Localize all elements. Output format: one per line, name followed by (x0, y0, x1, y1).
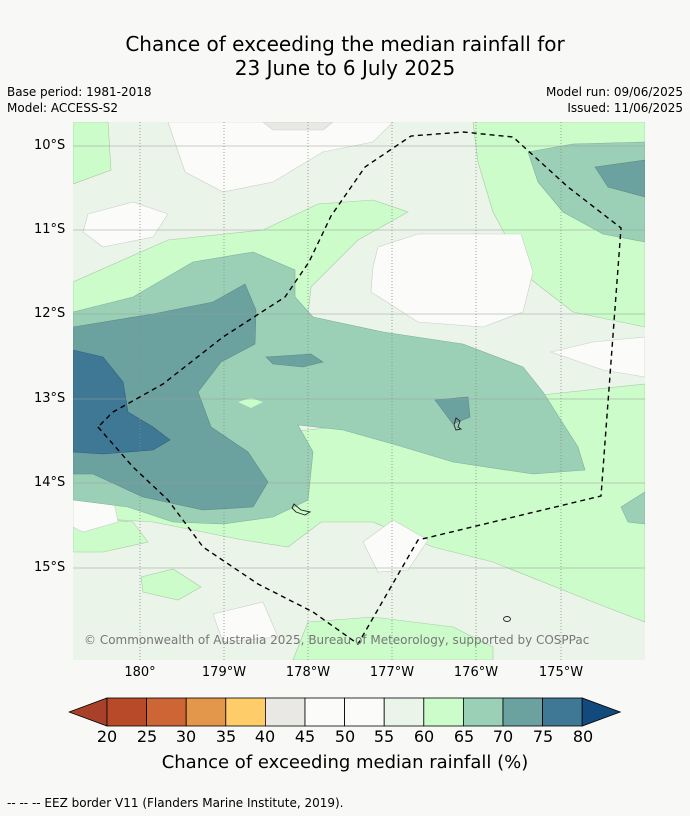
lat-label: 12°S (34, 306, 66, 321)
base-period: Base period: 1981-2018 (7, 85, 152, 99)
lon-label: 177°W (369, 665, 415, 680)
map-title-line-1: Chance of exceeding the median rainfall … (125, 32, 565, 56)
colorbar-cell (185, 697, 227, 727)
lon-label: 175°W (538, 665, 584, 680)
colorbar-cell (344, 697, 385, 727)
colorbar-tick: 60 (413, 727, 435, 746)
colorbar-arrow-high (581, 697, 622, 727)
contour-70-75-center (265, 353, 324, 368)
contour-40-45-patch (262, 122, 334, 131)
issued-date: Issued: 11/06/2025 (567, 101, 683, 115)
colorbar-tick: 35 (215, 727, 237, 746)
lat-label: 14°S (34, 475, 66, 490)
colorbar-tick: 80 (572, 727, 594, 746)
island-coastline-2 (291, 503, 312, 516)
colorbar-tick: 55 (373, 727, 395, 746)
colorbar-cell (146, 697, 187, 727)
island-coastline-3 (503, 616, 511, 622)
contour-55-60-south (362, 519, 429, 573)
colorbar-cell (502, 697, 543, 727)
lat-label: 10°S (34, 138, 66, 153)
colorbar-arrow-low (68, 697, 108, 727)
contour-60-65-sw2 (140, 568, 202, 601)
contour-65-70-island (238, 398, 263, 408)
lon-label: 179°W (201, 665, 247, 680)
colorbar-tick: 45 (294, 727, 316, 746)
eez-border (97, 131, 622, 646)
map-title-line-2: 23 June to 6 July 2025 (234, 56, 456, 80)
colorbar-tick: 25 (136, 727, 158, 746)
colorbar-cell (423, 697, 464, 727)
lat-label: 13°S (34, 391, 66, 406)
colorbar (68, 697, 622, 727)
contour-55-60-se (212, 601, 279, 643)
rainfall-probability-map (73, 122, 645, 660)
lat-label: 15°S (34, 560, 66, 575)
island-coastline-1 (453, 417, 463, 431)
colorbar-tick: 70 (492, 727, 514, 746)
colorbar-cell (264, 697, 306, 727)
eez-legend-footnote: -- -- -- EEZ border V11 (Flanders Marine… (7, 796, 344, 810)
contour-55-60-center (370, 233, 534, 328)
colorbar-tick: 75 (532, 727, 554, 746)
contour-55-60-north (167, 122, 394, 193)
map-graticule (73, 145, 645, 569)
colorbar-cell (383, 697, 425, 727)
lon-label: 176°W (453, 665, 499, 680)
contour-60-65-west-patch (73, 122, 112, 185)
lat-label: 11°S (34, 222, 66, 237)
model-run: Model run: 09/06/2025 (545, 85, 683, 99)
colorbar-cell (225, 697, 266, 727)
contour-55-60-east (549, 336, 645, 378)
contour-70-75-east (434, 396, 471, 425)
colorbar-cell (106, 697, 147, 727)
contour-55-60-west (82, 201, 169, 248)
contour-65-70-east (620, 491, 645, 525)
colorbar-tick: 65 (453, 727, 475, 746)
lon-label: 178°W (285, 665, 331, 680)
colorbar-cell (304, 697, 345, 727)
colorbar-tick: 40 (254, 727, 276, 746)
colorbar-label: Chance of exceeding median rainfall (%) (161, 752, 529, 773)
colorbar-tick: 20 (96, 727, 118, 746)
colorbar-cell (462, 697, 504, 727)
contour-70-75-ne (594, 159, 645, 198)
copyright-notice: © Commonwealth of Australia 2025, Bureau… (84, 633, 590, 647)
colorbar-tick: 50 (334, 727, 356, 746)
lon-label: 180° (124, 665, 156, 680)
contour-75-80-core (73, 349, 171, 455)
model-name: Model: ACCESS-S2 (7, 101, 119, 115)
colorbar-tick: 30 (175, 727, 197, 746)
colorbar-cell (542, 697, 583, 727)
